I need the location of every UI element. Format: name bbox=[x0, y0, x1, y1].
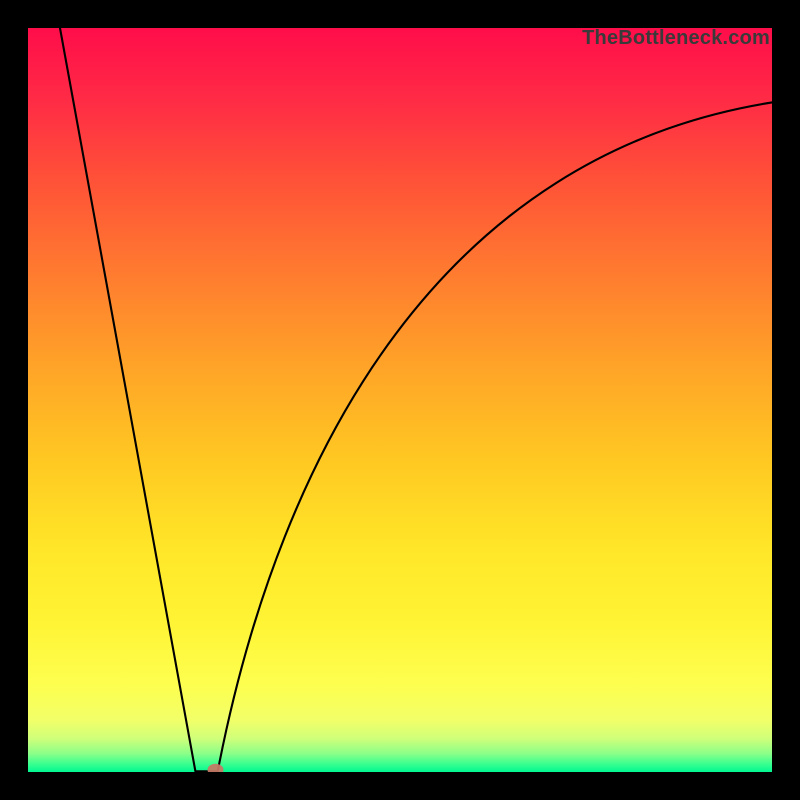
outer-frame: TheBottleneck.com bbox=[0, 0, 800, 800]
plot-area: TheBottleneck.com bbox=[28, 28, 772, 772]
bottleneck-curve bbox=[28, 28, 772, 772]
curve-path bbox=[60, 28, 772, 771]
minimum-marker bbox=[207, 764, 223, 772]
